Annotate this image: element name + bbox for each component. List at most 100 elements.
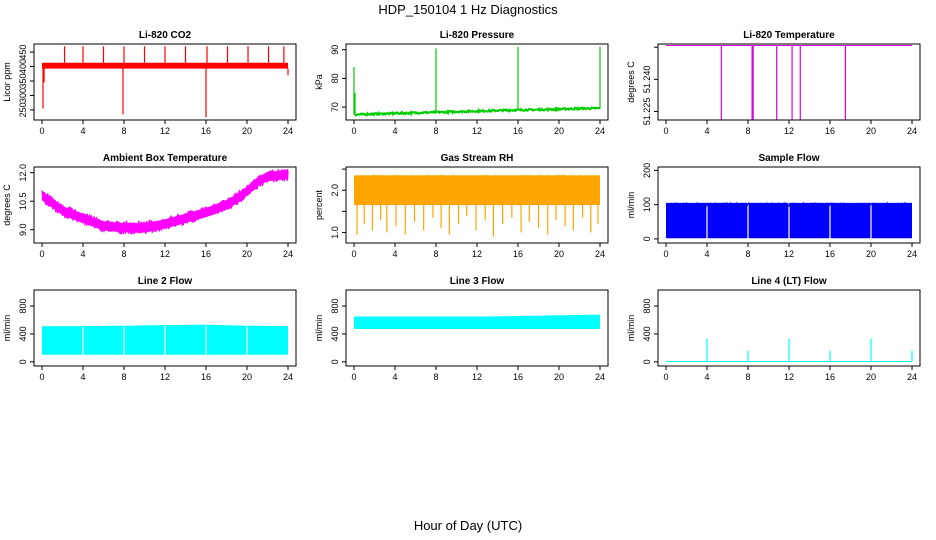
data-series-band: [354, 175, 600, 205]
data-series-line: [665, 201, 913, 209]
panel-data: [354, 314, 600, 329]
panel-4: Ambient Box Temperature degrees C 0 4 8 12 16 2…: [2, 153, 297, 259]
data-series-band: [247, 326, 288, 355]
x-tick-label: 12: [472, 126, 482, 136]
panel-title: Li-820 Temperature: [743, 30, 835, 41]
x-tick-label: 8: [121, 372, 126, 382]
x-tick-label: 12: [784, 249, 794, 259]
x-tick-label: 8: [745, 249, 750, 259]
y-tick-label: 0: [642, 236, 652, 241]
panel-ylabel: Licor ppm: [2, 62, 12, 102]
x-tick-label: 24: [595, 372, 605, 382]
data-series-band: [789, 202, 830, 239]
x-tick-label: 16: [825, 249, 835, 259]
x-tick-label: 20: [866, 249, 876, 259]
panel-ylabel: ml/min: [314, 315, 324, 342]
x-tick-label: 20: [242, 372, 252, 382]
x-tick-label: 0: [663, 249, 668, 259]
panel-ylabel: degrees C: [626, 61, 636, 103]
x-tick-label: 24: [907, 249, 917, 259]
panel-ylabel: ml/min: [2, 315, 12, 342]
x-tick-label: 0: [39, 249, 44, 259]
panel-title: Line 2 Flow: [138, 276, 193, 287]
y-tick-label: 90: [330, 45, 340, 55]
x-tick-label: 16: [513, 249, 523, 259]
data-series-band: [707, 202, 748, 239]
x-tick-label: 20: [866, 126, 876, 136]
y-tick-label: 1.0: [330, 226, 340, 239]
x-tick-label: 4: [80, 126, 85, 136]
data-series-band: [666, 202, 707, 239]
y-tick-label: 10.5: [18, 192, 28, 210]
x-tick-label: 20: [866, 372, 876, 382]
panel-5: Gas Stream RH percent 0 4 8 12 16 20 24 1.0 2.0: [314, 153, 609, 259]
data-series-band: [206, 325, 247, 355]
data-series-band: [871, 202, 912, 239]
x-tick-label: 4: [80, 249, 85, 259]
panel-ylabel: kPa: [314, 74, 324, 90]
panel-7: Line 2 Flow ml/min 0 4 8 12 16 20 24 0 400 800: [2, 276, 297, 382]
y-tick-label: 400: [18, 59, 28, 74]
x-tick-label: 20: [554, 249, 564, 259]
x-tick-label: 24: [283, 372, 293, 382]
x-tick-label: 12: [472, 372, 482, 382]
panel-data: [42, 46, 289, 118]
x-tick-label: 24: [595, 126, 605, 136]
data-series-band: [83, 326, 124, 355]
x-tick-label: 8: [745, 372, 750, 382]
x-tick-label: 16: [825, 372, 835, 382]
panel-ylabel: percent: [314, 189, 324, 220]
panel-ylabel: ml/min: [626, 192, 636, 219]
x-tick-label: 16: [201, 249, 211, 259]
data-series-band: [748, 202, 789, 239]
x-tick-label: 4: [704, 249, 709, 259]
panel-ylabel: degrees C: [2, 184, 12, 226]
y-tick-label: 51.225: [642, 98, 652, 126]
x-tick-label: 4: [704, 372, 709, 382]
x-tick-label: 8: [433, 126, 438, 136]
panel-title: Gas Stream RH: [441, 153, 514, 164]
panel-data: [41, 168, 289, 235]
data-series-line: [353, 173, 601, 181]
figure-xlabel: Hour of Day (UTC): [413, 518, 523, 533]
x-tick-label: 24: [283, 126, 293, 136]
y-tick-label: 9.0: [18, 223, 28, 236]
y-tick-label: 12.0: [18, 164, 28, 182]
y-tick-label: 800: [18, 299, 28, 314]
x-tick-label: 16: [825, 126, 835, 136]
panel-title: Ambient Box Temperature: [103, 153, 228, 164]
data-series-line: [42, 324, 288, 328]
panel-data: [666, 338, 913, 362]
panel-8: Line 3 Flow ml/min 0 4 8 12 16 20 24 0 400 800: [314, 276, 609, 382]
x-tick-label: 8: [433, 249, 438, 259]
panel-title: Li-820 CO2: [139, 30, 192, 41]
x-tick-label: 24: [595, 249, 605, 259]
panel-2: Li-820 Pressure kPa 0 4 8 12 16 20 24 70 80 90: [314, 30, 609, 136]
panel-title: Li-820 Pressure: [440, 30, 515, 41]
x-tick-label: 16: [201, 372, 211, 382]
x-tick-label: 24: [907, 372, 917, 382]
panel-data: [666, 45, 912, 120]
x-tick-label: 4: [392, 372, 397, 382]
panel-6: Sample Flow ml/min 0 4 8 12 16 20 24 0 100 200: [626, 153, 921, 259]
y-tick-label: 350: [18, 73, 28, 88]
y-tick-label: 0: [18, 359, 28, 364]
data-series-band: [42, 169, 288, 233]
y-tick-label: 800: [330, 299, 340, 314]
x-tick-label: 12: [784, 126, 794, 136]
panel-frame: [657, 43, 921, 121]
y-tick-label: 300: [18, 88, 28, 103]
y-tick-label: 400: [18, 326, 28, 341]
x-tick-label: 12: [784, 372, 794, 382]
x-tick-label: 4: [392, 126, 397, 136]
y-tick-label: 2.0: [330, 184, 340, 197]
y-tick-label: 200: [642, 163, 652, 178]
figure-title: HDP_150104 1 Hz Diagnostics: [378, 2, 558, 17]
x-tick-label: 4: [704, 126, 709, 136]
data-series-line: [42, 64, 289, 67]
panel-title: Sample Flow: [758, 153, 819, 164]
x-tick-label: 16: [513, 372, 523, 382]
x-tick-label: 0: [39, 126, 44, 136]
